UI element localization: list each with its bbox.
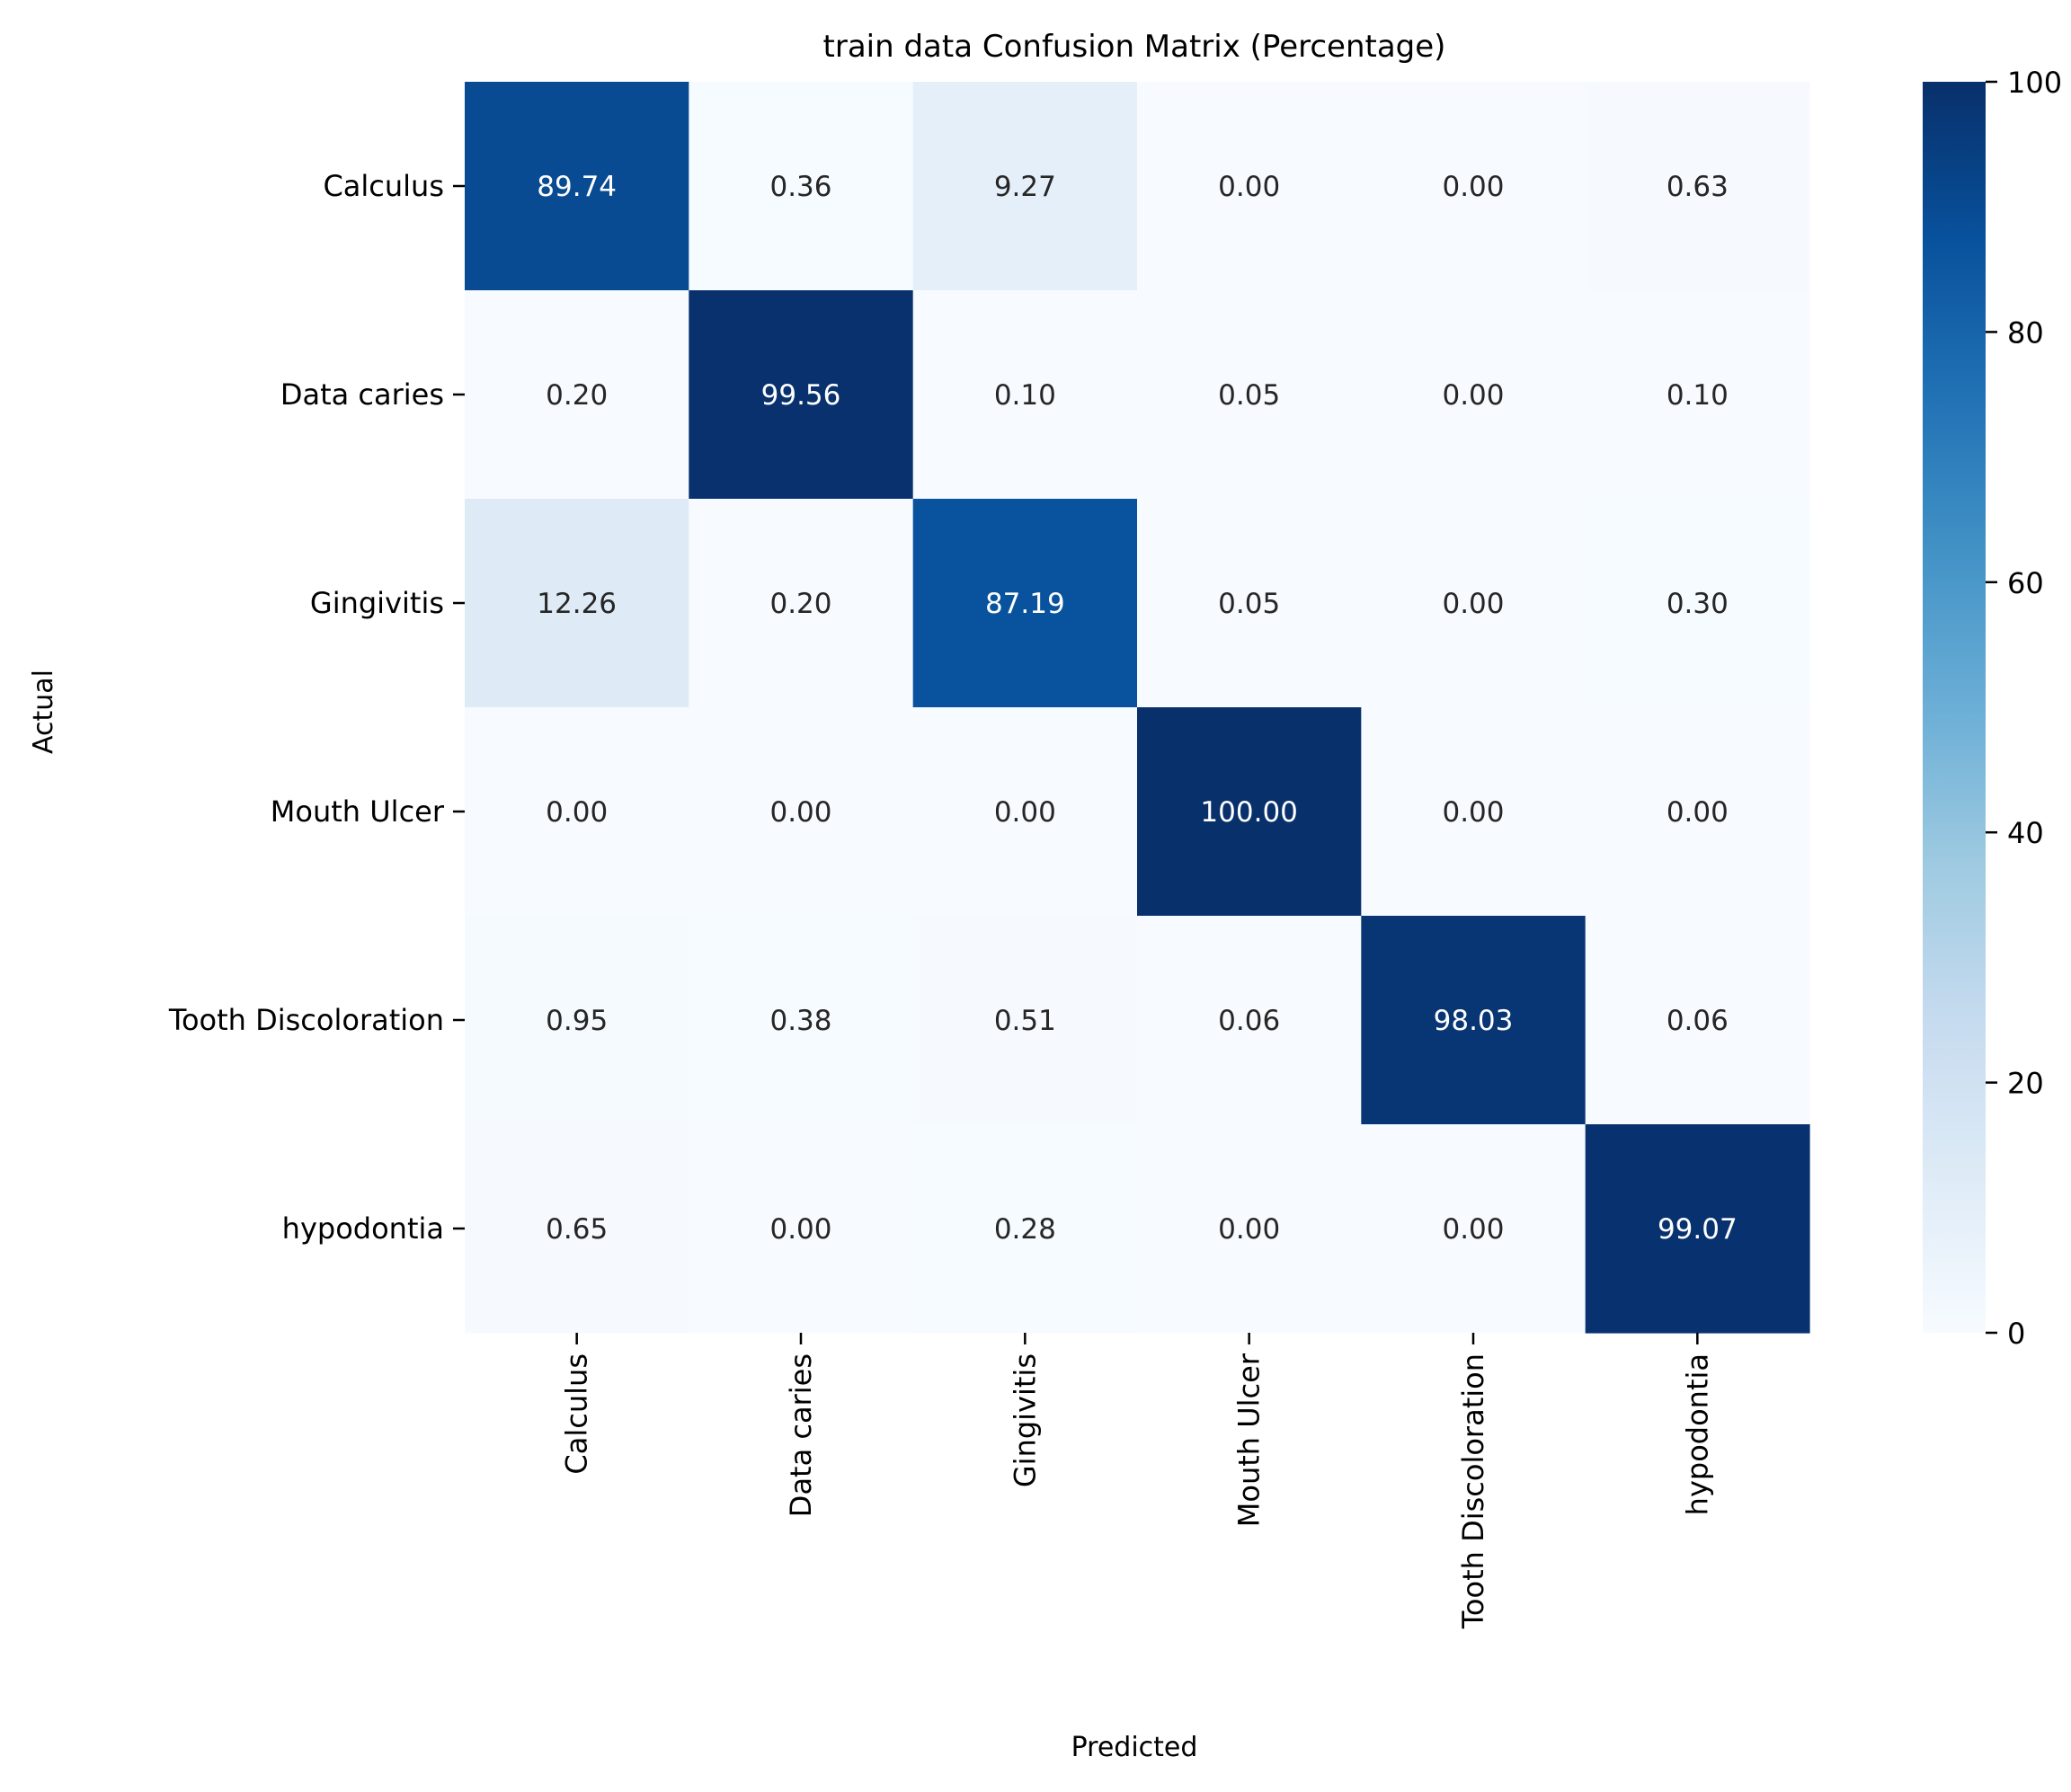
heatmap-cell bbox=[465, 707, 689, 917]
heatmap-cell bbox=[1137, 707, 1362, 917]
cell-value-label: 99.07 bbox=[1658, 1213, 1738, 1246]
cell-value-label: 0.28 bbox=[994, 1213, 1056, 1246]
heatmap-cell bbox=[912, 707, 1138, 917]
heatmap-cell bbox=[1585, 1124, 1810, 1334]
cell-value-label: 0.63 bbox=[1667, 171, 1729, 203]
cell-value-label: 87.19 bbox=[985, 588, 1065, 620]
y-tick-label: Gingivitis bbox=[310, 586, 444, 620]
cell-value-label: 0.65 bbox=[546, 1213, 608, 1246]
cell-value-label: 0.00 bbox=[769, 796, 831, 829]
heatmap-cell bbox=[1585, 290, 1810, 500]
cell-value-label: 0.00 bbox=[994, 796, 1056, 829]
heatmap-cell bbox=[1585, 499, 1810, 708]
colorbar-tick-label: 60 bbox=[2007, 566, 2044, 600]
cell-value-label: 89.74 bbox=[537, 171, 617, 203]
heatmap-cell bbox=[689, 1124, 914, 1334]
cell-value-label: 0.06 bbox=[1218, 1005, 1280, 1037]
colorbar-tick-label: 40 bbox=[2007, 816, 2044, 850]
cell-value-label: 0.51 bbox=[994, 1005, 1056, 1037]
x-axis-label: Predicted bbox=[1071, 1732, 1198, 1763]
heatmap-cell bbox=[1137, 290, 1362, 500]
x-tick-label: Tooth Discoloration bbox=[1456, 1353, 1490, 1629]
x-tick-label: Gingivitis bbox=[1008, 1353, 1042, 1487]
y-tick-label: Data caries bbox=[280, 377, 444, 412]
cell-value-label: 0.38 bbox=[769, 1005, 831, 1037]
cell-value-label: 99.56 bbox=[761, 379, 841, 412]
cell-value-label: 0.00 bbox=[1442, 588, 1504, 620]
cell-value-label: 0.10 bbox=[1667, 379, 1729, 412]
cell-value-label: 0.20 bbox=[769, 588, 831, 620]
heatmap-cell bbox=[1361, 82, 1587, 291]
heatmap-cell bbox=[1361, 707, 1587, 917]
colorbar bbox=[1923, 82, 1986, 1333]
y-axis-label: Actual bbox=[28, 670, 59, 754]
y-tick-label: Calculus bbox=[323, 169, 444, 203]
cell-value-label: 0.00 bbox=[1442, 171, 1504, 203]
cell-value-label: 98.03 bbox=[1434, 1005, 1514, 1037]
heatmap-cell bbox=[1361, 916, 1587, 1125]
cell-value-label: 0.95 bbox=[546, 1005, 608, 1037]
cell-value-label: 0.20 bbox=[546, 379, 608, 412]
cell-value-label: 0.06 bbox=[1667, 1005, 1729, 1037]
heatmap-cell bbox=[689, 82, 914, 291]
heatmap-cell bbox=[465, 1124, 689, 1334]
cell-value-label: 0.00 bbox=[1442, 1213, 1504, 1246]
x-tick-label: Mouth Ulcer bbox=[1232, 1353, 1267, 1527]
cell-value-label: 0.00 bbox=[1667, 796, 1729, 829]
heatmap-cell bbox=[689, 290, 914, 500]
heatmap-cell bbox=[912, 82, 1138, 291]
cell-value-label: 0.00 bbox=[1442, 379, 1504, 412]
heatmap-cell bbox=[912, 916, 1138, 1125]
heatmap-cell bbox=[1361, 290, 1587, 500]
heatmap-cell bbox=[1585, 82, 1810, 291]
cell-value-label: 0.00 bbox=[1218, 1213, 1280, 1246]
cell-value-label: 9.27 bbox=[994, 171, 1056, 203]
heatmap-cell bbox=[1137, 916, 1362, 1125]
heatmap-cell bbox=[1585, 916, 1810, 1125]
y-tick-label: Mouth Ulcer bbox=[271, 794, 445, 829]
heatmap-cell bbox=[912, 1124, 1138, 1334]
cell-value-label: 12.26 bbox=[537, 588, 617, 620]
y-tick-label: hypodontia bbox=[282, 1211, 444, 1246]
colorbar-tick-label: 20 bbox=[2007, 1067, 2044, 1101]
heatmap-cell bbox=[1585, 707, 1810, 917]
heatmap-cell bbox=[689, 707, 914, 917]
heatmap-cell bbox=[465, 290, 689, 500]
cell-value-label: 0.05 bbox=[1218, 379, 1280, 412]
colorbar-tick-label: 0 bbox=[2007, 1317, 2025, 1351]
x-tick-label: hypodontia bbox=[1680, 1353, 1714, 1515]
cell-value-label: 100.00 bbox=[1200, 796, 1297, 829]
x-tick-label: Data caries bbox=[784, 1353, 818, 1517]
colorbar-tick-label: 80 bbox=[2007, 315, 2044, 350]
cell-value-label: 0.05 bbox=[1218, 588, 1280, 620]
x-tick-label: Calculus bbox=[560, 1353, 594, 1475]
heatmap-cell bbox=[465, 499, 689, 708]
heatmap-cell bbox=[1137, 1124, 1362, 1334]
colorbar-tick-label: 100 bbox=[2007, 66, 2062, 100]
heatmap-cell bbox=[1137, 82, 1362, 291]
heatmap-cell bbox=[912, 290, 1138, 500]
heatmap-cell bbox=[912, 499, 1138, 708]
heatmap-cell bbox=[1361, 1124, 1587, 1334]
heatmap-cell bbox=[465, 82, 689, 291]
cell-value-label: 0.00 bbox=[1442, 796, 1504, 829]
y-tick-label: Tooth Discoloration bbox=[168, 1003, 444, 1037]
cell-value-label: 0.10 bbox=[994, 379, 1056, 412]
cell-value-label: 0.00 bbox=[769, 1213, 831, 1246]
cell-value-label: 0.00 bbox=[1218, 171, 1280, 203]
cell-value-label: 0.36 bbox=[769, 171, 831, 203]
heatmap-cell bbox=[689, 499, 914, 708]
heatmap-cell bbox=[1137, 499, 1362, 708]
cell-value-label: 0.30 bbox=[1667, 588, 1729, 620]
heatmap-cell bbox=[465, 916, 689, 1125]
heatmap-cell bbox=[689, 916, 914, 1125]
chart-title: train data Confusion Matrix (Percentage) bbox=[823, 29, 1446, 65]
cell-value-label: 0.00 bbox=[546, 796, 608, 829]
heatmap-cell bbox=[1361, 499, 1587, 708]
